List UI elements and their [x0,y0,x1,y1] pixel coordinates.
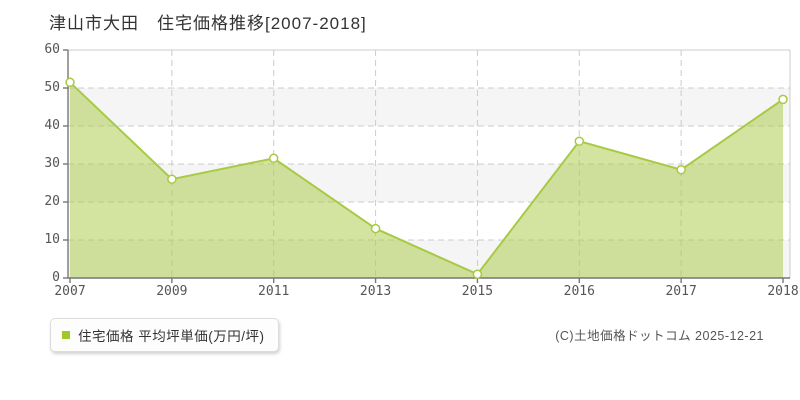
chart-legend: 住宅価格 平均坪単価(万円/坪) [50,318,279,352]
x-tick-label: 2011 [258,284,290,299]
y-tick-label: 40 [44,118,60,133]
x-tick-label: 2007 [54,284,86,299]
x-tick-label: 2018 [767,284,799,299]
legend-square-icon [62,331,70,339]
y-tick-label: 30 [44,156,60,171]
y-tick-label: 0 [52,270,60,285]
x-tick-label: 2013 [359,284,392,299]
y-tick-label: 50 [44,80,60,95]
y-tick-label: 60 [44,42,60,57]
legend-label: 住宅価格 平均坪単価(万円/坪) [78,329,265,344]
x-tick-label: 2015 [461,284,494,299]
y-tick-label: 10 [44,232,60,247]
copyright-text: (C)土地価格ドットコム 2025-12-21 [555,329,764,343]
x-tick-label: 2017 [665,284,697,299]
y-tick-label: 20 [44,194,60,209]
x-tick-label: 2016 [563,284,595,299]
page-title: 津山市大田 住宅価格推移[2007-2018] [49,14,367,33]
x-tick-label: 2009 [156,284,188,299]
